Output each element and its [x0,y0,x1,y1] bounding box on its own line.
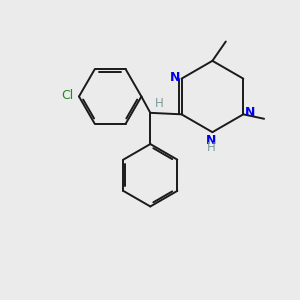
Text: N: N [245,106,255,119]
Text: N: N [206,134,216,147]
Text: Cl: Cl [61,89,74,102]
Text: H: H [155,97,164,110]
Text: H: H [207,141,215,154]
Text: N: N [170,71,180,84]
